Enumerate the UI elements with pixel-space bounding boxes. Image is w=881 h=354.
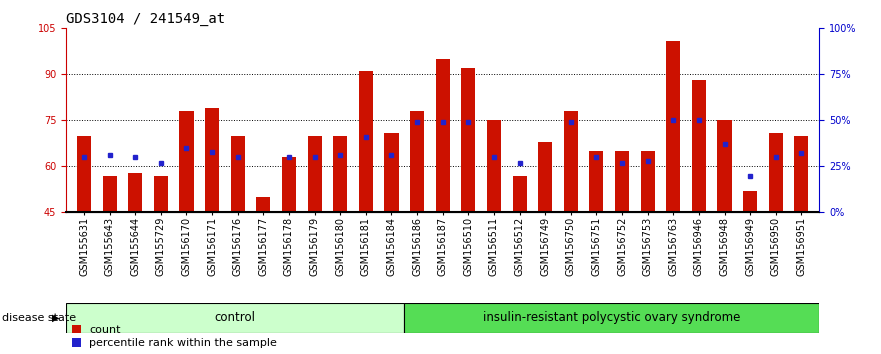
Bar — [615, 151, 629, 212]
Legend: count, percentile rank within the sample: count, percentile rank within the sample — [71, 325, 278, 348]
Bar — [589, 151, 603, 212]
Bar — [666, 41, 680, 212]
Text: disease state: disease state — [2, 313, 76, 323]
Text: ▶: ▶ — [52, 313, 60, 323]
Bar — [538, 142, 552, 212]
Bar — [692, 80, 706, 212]
FancyBboxPatch shape — [66, 303, 403, 333]
Text: control: control — [214, 311, 255, 324]
Bar — [743, 191, 757, 212]
Bar — [436, 59, 449, 212]
Bar — [769, 133, 783, 212]
Bar — [256, 197, 270, 212]
Bar — [384, 133, 398, 212]
Bar — [102, 176, 116, 212]
Bar — [333, 136, 347, 212]
Bar — [487, 120, 501, 212]
FancyBboxPatch shape — [403, 303, 819, 333]
Bar — [717, 120, 731, 212]
Bar — [129, 172, 143, 212]
Bar — [410, 111, 424, 212]
Bar — [513, 176, 527, 212]
Bar — [564, 111, 578, 212]
Bar — [77, 136, 91, 212]
Bar — [231, 136, 245, 212]
Bar — [795, 136, 809, 212]
Bar — [180, 111, 194, 212]
Bar — [462, 68, 476, 212]
Bar — [154, 176, 168, 212]
Bar — [205, 108, 219, 212]
Text: insulin-resistant polycystic ovary syndrome: insulin-resistant polycystic ovary syndr… — [483, 311, 740, 324]
Bar — [282, 157, 296, 212]
Bar — [307, 136, 322, 212]
Bar — [359, 71, 373, 212]
Text: GDS3104 / 241549_at: GDS3104 / 241549_at — [66, 12, 226, 26]
Bar — [640, 151, 655, 212]
